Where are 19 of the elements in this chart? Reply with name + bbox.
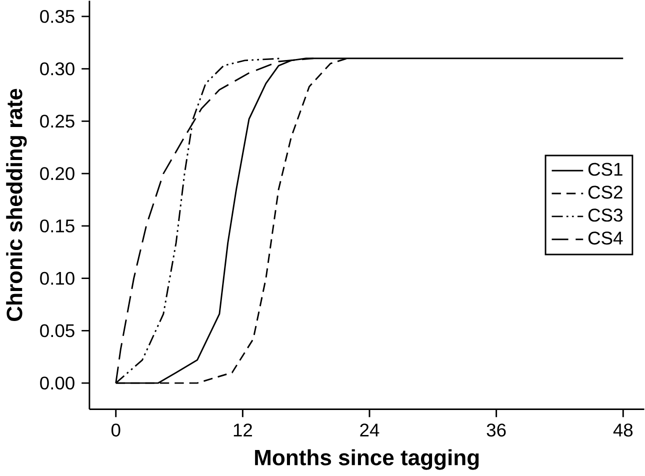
y-axis-title: Chronic shedding rate: [6, 88, 27, 322]
y-tick-label: 0.25: [40, 114, 74, 128]
x-tick-label: 12: [234, 424, 252, 436]
y-tick-label: 0.20: [40, 167, 74, 180]
x-tick-label: 48: [613, 424, 633, 437]
legend-label: CS1: [588, 162, 622, 176]
x-tick-label: 24: [360, 424, 380, 436]
y-tick-label: 0.30: [40, 62, 74, 76]
y-tick-label: 0.35: [40, 10, 74, 23]
y-tick-label: 0.05: [40, 324, 74, 338]
y-tick-label: 0.15: [40, 219, 74, 232]
legend-label: CS4: [588, 232, 623, 245]
legend-label: CS2: [588, 186, 622, 199]
y-tick-label: 0.10: [40, 272, 74, 285]
y-tick-label: 0.00: [40, 376, 74, 390]
x-tick-label: 0: [111, 424, 120, 437]
x-tick-label: 36: [486, 424, 506, 437]
x-axis-title: Months since tagging: [255, 449, 479, 470]
legend-label: CS3: [588, 208, 622, 222]
